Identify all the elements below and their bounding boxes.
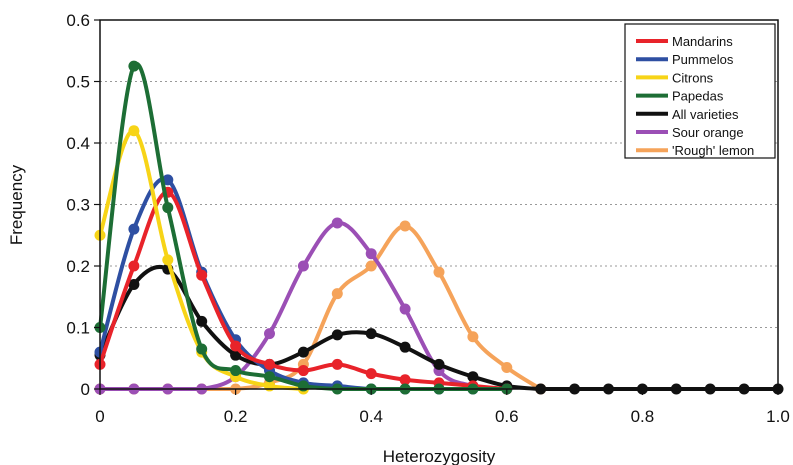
- data-point: [196, 343, 208, 355]
- data-point: [128, 60, 140, 72]
- data-point: [128, 223, 140, 235]
- x-axis-label: Heterozygosity: [383, 447, 496, 465]
- data-point: [128, 260, 140, 272]
- y-tick-label: 0.3: [66, 196, 90, 215]
- x-tick-label: 0.8: [631, 407, 655, 426]
- y-tick-label: 0.2: [66, 257, 90, 276]
- legend-label: All varieties: [672, 107, 739, 122]
- legend-label: 'Rough' lemon: [672, 143, 754, 158]
- data-point: [467, 371, 479, 383]
- legend-label: Sour orange: [672, 125, 744, 140]
- data-point: [399, 374, 411, 386]
- data-point: [433, 266, 445, 278]
- legend-label: Papedas: [672, 89, 724, 104]
- data-point: [331, 329, 343, 341]
- data-point: [331, 217, 343, 229]
- x-tick-label: 0.4: [359, 407, 383, 426]
- data-point: [297, 365, 309, 377]
- data-point: [230, 340, 242, 352]
- legend-label: Pummelos: [672, 52, 734, 67]
- data-point: [331, 358, 343, 370]
- data-point: [433, 358, 445, 370]
- data-point: [399, 303, 411, 315]
- legend-label: Mandarins: [672, 34, 733, 49]
- data-point: [162, 254, 174, 266]
- data-point: [230, 349, 242, 361]
- data-point: [467, 331, 479, 343]
- data-point: [365, 328, 377, 340]
- x-tick-label: 0: [95, 407, 104, 426]
- data-point: [162, 202, 174, 214]
- y-tick-label: 0.5: [66, 73, 90, 92]
- data-point: [230, 365, 242, 377]
- data-point: [501, 361, 513, 373]
- data-point: [264, 358, 275, 370]
- data-point: [196, 315, 208, 327]
- legend-box: [624, 23, 776, 159]
- series-papedas: [94, 60, 513, 395]
- data-point: [264, 328, 275, 340]
- data-point: [399, 341, 411, 353]
- data-point: [331, 288, 343, 300]
- data-point: [365, 248, 377, 260]
- data-point: [196, 269, 208, 281]
- legend: Mandarins Pummelos Citrons Papedas All varie…: [624, 23, 776, 159]
- data-point: [162, 174, 174, 186]
- axis-ticks: 0 0.1 0.2 0.3 0.4 0.5 0.6 0 0.2 0.4 0.6 0.8 1.0: [66, 11, 789, 426]
- data-point: [128, 278, 140, 290]
- y-tick-label: 0.6: [66, 11, 90, 30]
- y-tick-label: 0: [81, 380, 90, 399]
- data-point: [365, 368, 377, 380]
- data-point: [297, 346, 309, 358]
- x-tick-label: 0.2: [224, 407, 248, 426]
- data-point: [128, 125, 140, 137]
- y-tick-label: 0.1: [66, 319, 90, 338]
- x-tick-label: 0.6: [495, 407, 519, 426]
- data-point: [264, 371, 275, 383]
- x-tick-label: 1.0: [766, 407, 790, 426]
- data-point: [399, 220, 411, 232]
- data-point: [365, 260, 377, 272]
- data-point: [297, 260, 309, 272]
- data-point: [297, 380, 309, 392]
- y-axis-label: Frequency: [7, 164, 26, 245]
- y-tick-label: 0.4: [66, 134, 90, 153]
- legend-label: Citrons: [672, 70, 714, 85]
- legend-items: Mandarins Pummelos Citrons Papedas All varie…: [636, 34, 754, 158]
